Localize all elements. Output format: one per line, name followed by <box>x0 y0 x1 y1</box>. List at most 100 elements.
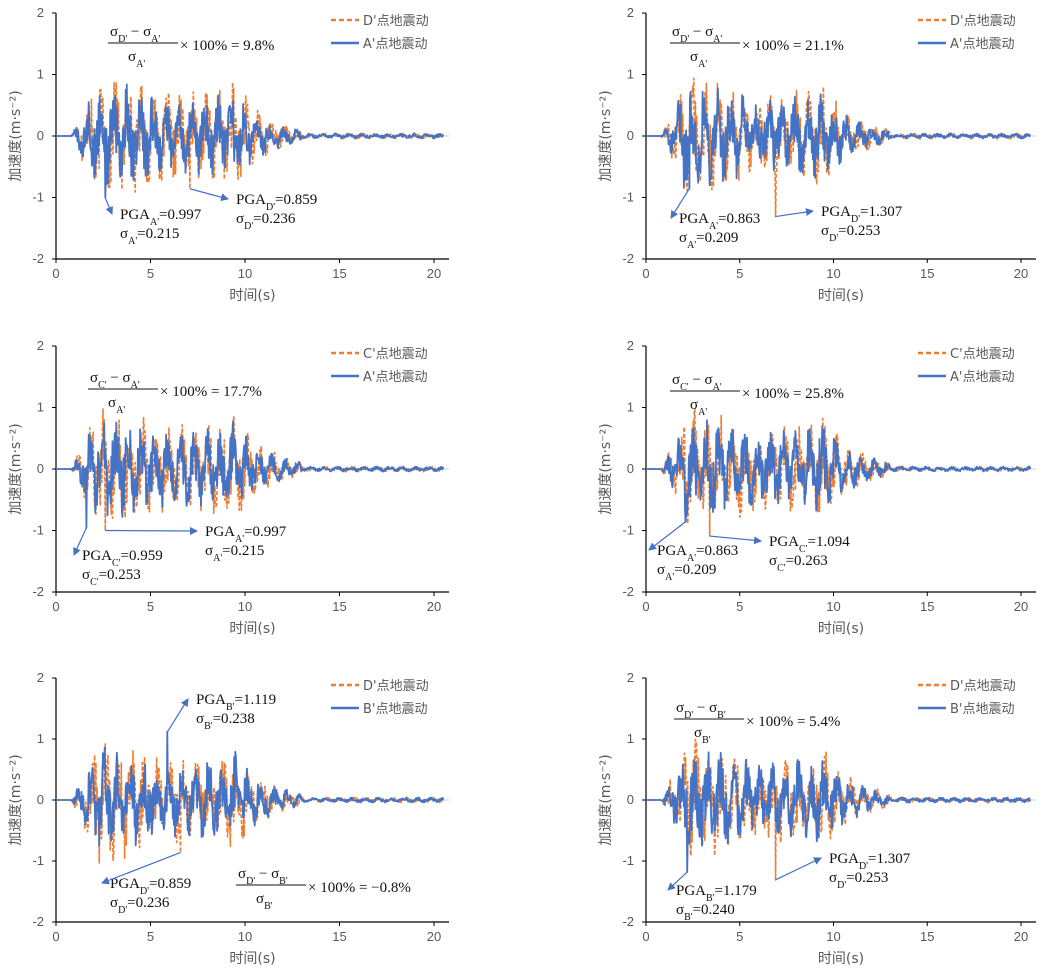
x-tick-label: 10 <box>238 266 252 281</box>
formula-result: × 100% = 25.8% <box>742 386 844 402</box>
annotation-arrow <box>709 535 762 545</box>
chart-panel-3: 210-1-20 5 10 15 20时间(s)加速度(m·s⁻²)C'点地震动A'点地… <box>8 338 449 637</box>
y-tick-label: 0 <box>37 128 44 143</box>
y-axis-label: 加速度(m·s⁻²) <box>598 90 614 181</box>
annotation-arrow <box>104 197 114 215</box>
annotation-arrow <box>775 857 822 881</box>
x-tick-label: 20 <box>427 929 441 944</box>
sigma-ratio-formula: σD' − σA' σA' × 100% = 9.8% <box>108 24 274 70</box>
x-tick-label: 0 <box>52 929 59 944</box>
sigma-ratio-formula: σC' − σA' σA' × 100% = 25.8% <box>670 372 844 418</box>
legend-label: D'点地震动 <box>950 679 1016 694</box>
pga-label: PGAD'=0.859 <box>236 192 317 213</box>
legend-label: A'点地震动 <box>363 37 427 52</box>
y-tick-label: 1 <box>37 731 44 746</box>
x-axis-label: 时间(s) <box>818 621 864 637</box>
x-tick-label: 0 <box>642 599 649 614</box>
chart-panel-2: 210-1-20 5 10 15 20时间(s)加速度(m·s⁻²)D'点地震动A'点地… <box>598 5 1036 304</box>
x-tick-label: 5 <box>147 599 154 614</box>
formula-result: × 100% = −0.8% <box>308 880 411 896</box>
x-tick-label: 20 <box>1014 929 1028 944</box>
x-tick-label: 0 <box>642 929 649 944</box>
legend-label: D'点地震动 <box>363 14 429 29</box>
x-tick-label: 0 <box>52 266 59 281</box>
sigma-label: σA'=0.215 <box>120 226 179 247</box>
y-tick-label: 1 <box>627 731 634 746</box>
sigma-label: σC'=0.263 <box>769 553 828 574</box>
sigma-label: σD'=0.236 <box>236 211 296 232</box>
legend-label: B'点地震动 <box>950 702 1015 717</box>
y-tick-label: 0 <box>37 461 44 476</box>
legend-label: C'点地震动 <box>950 347 1015 362</box>
sigma-label: σB'=0.238 <box>196 711 255 732</box>
chart-panel-4: 210-1-20 5 10 15 20时间(s)加速度(m·s⁻²)C'点地震动A'点地… <box>598 338 1036 637</box>
y-tick-label: -1 <box>32 523 44 538</box>
y-axis-label: 加速度(m·s⁻²) <box>598 423 614 514</box>
formula-denominator: σB' <box>694 725 711 746</box>
y-tick-label: 2 <box>627 670 634 685</box>
formula-numerator: σD' − σB' <box>238 866 288 887</box>
sigma-label: σD'=0.253 <box>829 870 888 891</box>
annotation-arrow <box>105 526 198 535</box>
x-axis-label: 时间(s) <box>229 288 275 304</box>
y-tick-label: -2 <box>32 251 44 266</box>
x-tick-label: 15 <box>920 929 934 944</box>
formula-numerator: σC' − σA' <box>90 370 140 391</box>
formula-result: × 100% = 17.7% <box>160 384 262 400</box>
x-tick-label: 10 <box>238 929 252 944</box>
series-primary-line <box>645 419 1032 523</box>
x-tick-label: 10 <box>826 599 840 614</box>
y-tick-label: 0 <box>627 792 634 807</box>
sigma-label: σA'=0.215 <box>205 543 264 564</box>
annotation-arrow <box>190 188 229 202</box>
x-tick-label: 10 <box>826 266 840 281</box>
chart-panel-6: 210-1-20 5 10 15 20时间(s)加速度(m·s⁻²)D'点地震动B'点地… <box>598 670 1036 967</box>
annotation-arrow <box>648 521 686 551</box>
y-tick-label: -2 <box>622 914 634 929</box>
y-tick-label: -2 <box>32 914 44 929</box>
y-tick-label: 2 <box>37 670 44 685</box>
pga-label: PGAB'=1.179 <box>676 883 757 904</box>
y-tick-label: 2 <box>37 5 44 20</box>
x-tick-label: 0 <box>52 599 59 614</box>
x-tick-label: 15 <box>920 266 934 281</box>
formula-denominator: σB' <box>256 891 273 912</box>
x-tick-label: 15 <box>332 599 346 614</box>
formula-result: × 100% = 5.4% <box>746 714 840 730</box>
pga-label: PGAC'=1.094 <box>769 534 850 555</box>
chart-panel-1: 210-1-20 5 10 15 20时间(s)加速度(m·s⁻²)D'点地震动A'点地… <box>8 5 449 304</box>
sigma-ratio-formula: σD' − σB' σB' × 100% = 5.4% <box>674 700 840 746</box>
sigma-ratio-formula: σD' − σA' σA' × 100% = 21.1% <box>670 24 844 70</box>
annotation-arrow <box>73 527 87 556</box>
legend-label: A'点地震动 <box>950 370 1014 385</box>
x-axis-label: 时间(s) <box>229 951 275 967</box>
y-tick-label: -1 <box>32 853 44 868</box>
x-tick-label: 20 <box>1014 266 1028 281</box>
y-tick-label: 0 <box>627 128 634 143</box>
y-tick-label: 1 <box>37 67 44 82</box>
formula-result: × 100% = 9.8% <box>180 38 274 54</box>
y-axis-label: 加速度(m·s⁻²) <box>8 423 24 514</box>
x-axis-label: 时间(s) <box>229 621 275 637</box>
y-axis-label: 加速度(m·s⁻²) <box>8 754 24 845</box>
sigma-ratio-formula: σC' − σA' σA' × 100% = 17.7% <box>88 370 262 416</box>
legend-label: A'点地震动 <box>950 37 1014 52</box>
formula-numerator: σC' − σA' <box>672 372 722 393</box>
x-tick-label: 20 <box>427 599 441 614</box>
annotation-arrow <box>667 871 688 891</box>
y-tick-label: 2 <box>627 5 634 20</box>
sigma-label: σA'=0.209 <box>657 562 716 583</box>
y-tick-label: -1 <box>622 523 634 538</box>
pga-label: PGAA'=0.997 <box>120 207 202 228</box>
pga-label: PGAD'=0.859 <box>110 876 191 897</box>
pga-label: PGAA'=0.997 <box>205 524 287 545</box>
pga-label: PGAA'=0.863 <box>657 543 738 564</box>
series-primary-line <box>645 751 1032 873</box>
y-tick-label: 1 <box>37 400 44 415</box>
y-tick-label: -2 <box>622 584 634 599</box>
formula-result: × 100% = 21.1% <box>742 38 844 54</box>
annotation-arrow <box>775 208 814 218</box>
x-tick-label: 10 <box>826 929 840 944</box>
pga-label: PGAA'=0.863 <box>679 211 760 232</box>
